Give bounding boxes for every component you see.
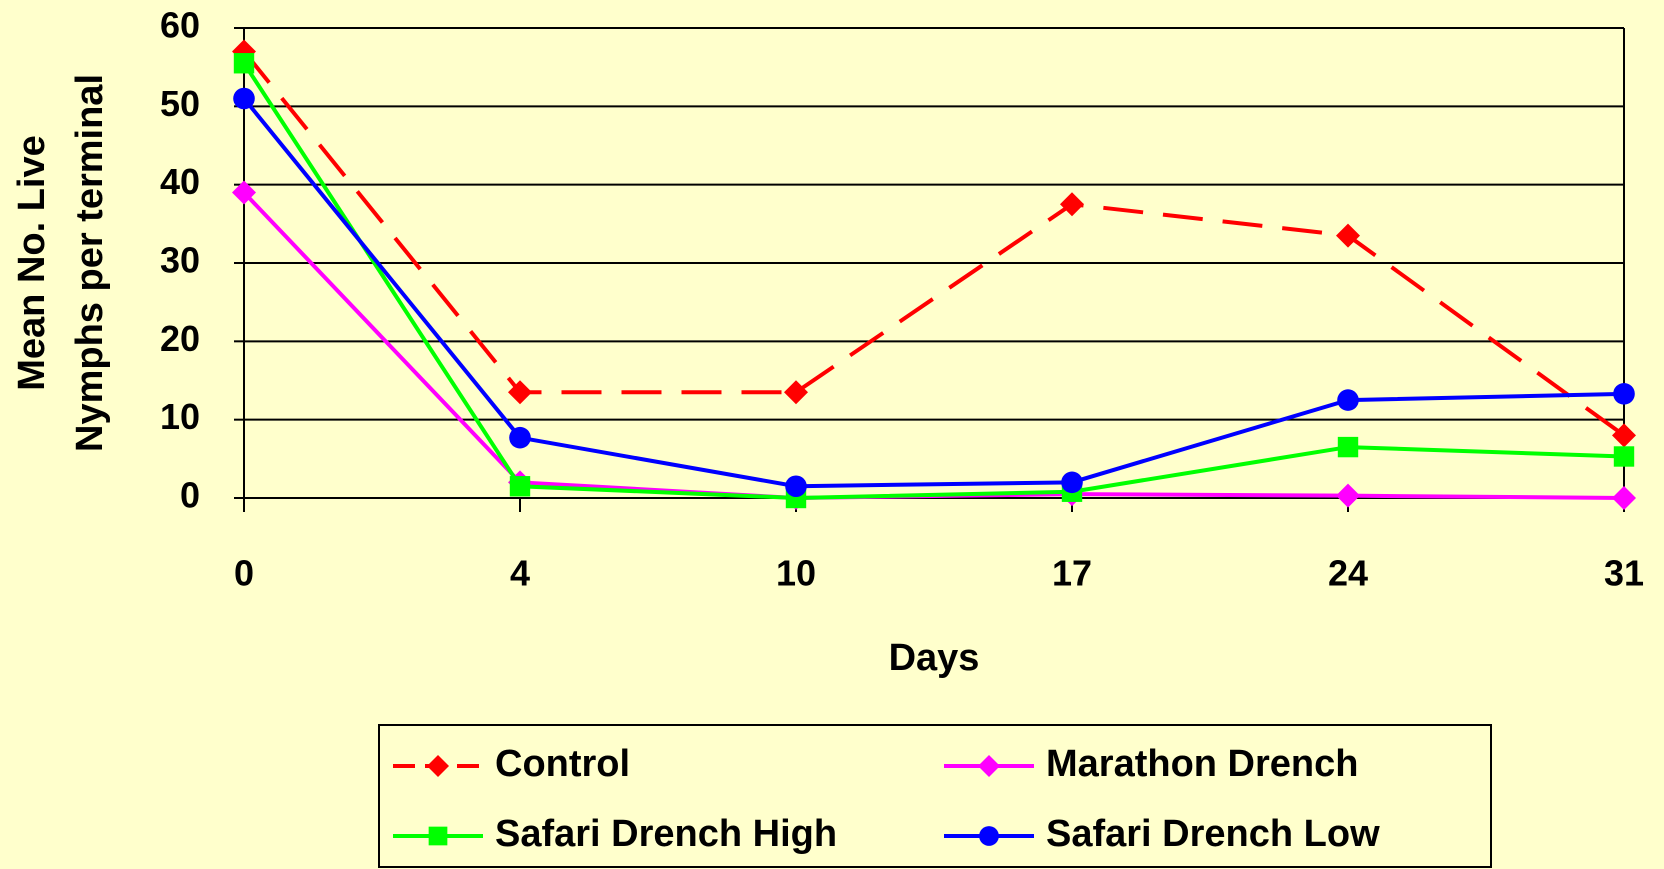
legend-box — [378, 724, 1492, 868]
marker — [1612, 423, 1636, 448]
x-tick-label: 4 — [510, 553, 530, 594]
marker — [428, 826, 448, 846]
marker — [1337, 389, 1359, 411]
y-tick-label: 20 — [160, 318, 200, 359]
marker — [784, 380, 808, 405]
marker — [978, 755, 1000, 777]
x-tick-label: 24 — [1328, 553, 1368, 594]
series-line — [242, 62, 1625, 501]
marker — [509, 476, 531, 497]
y-tick-label: 30 — [160, 240, 200, 281]
legend-label: Safari Drench Low — [1046, 813, 1380, 855]
series-line — [242, 50, 1626, 437]
x-tick-label: 31 — [1604, 553, 1644, 594]
marker — [233, 53, 255, 74]
x-tick-label: 17 — [1052, 553, 1092, 594]
marker — [1613, 383, 1635, 405]
series-line — [242, 191, 1625, 501]
y-tick-label: 50 — [160, 83, 200, 124]
x-tick-label: 10 — [776, 553, 816, 594]
marker — [1061, 471, 1083, 494]
x-tick-label: 0 — [234, 553, 254, 594]
x-axis-label: Days — [889, 637, 980, 679]
y-axis-label: Nymphs per terminal — [69, 74, 111, 452]
marker — [979, 826, 999, 846]
marker — [508, 380, 532, 405]
series-line — [242, 97, 1625, 489]
legend-label: Safari Drench High — [495, 813, 837, 855]
marker — [785, 475, 807, 498]
y-tick-label: 40 — [160, 161, 200, 202]
marker — [427, 755, 449, 777]
marker — [509, 426, 531, 449]
y-axis-label: Mean No. Live — [11, 135, 53, 391]
marker — [1612, 486, 1636, 510]
marker — [1613, 446, 1635, 467]
marker — [1336, 223, 1360, 248]
y-tick-label: 10 — [160, 396, 200, 437]
y-tick-label: 60 — [160, 5, 200, 46]
marker — [1336, 483, 1360, 508]
y-tick-label: 0 — [180, 475, 200, 516]
legend-label: Marathon Drench — [1046, 743, 1358, 785]
marker — [233, 87, 255, 110]
legend-label: Control — [495, 743, 630, 785]
marker — [1337, 436, 1359, 458]
marker — [232, 180, 256, 205]
marker — [1060, 192, 1084, 217]
